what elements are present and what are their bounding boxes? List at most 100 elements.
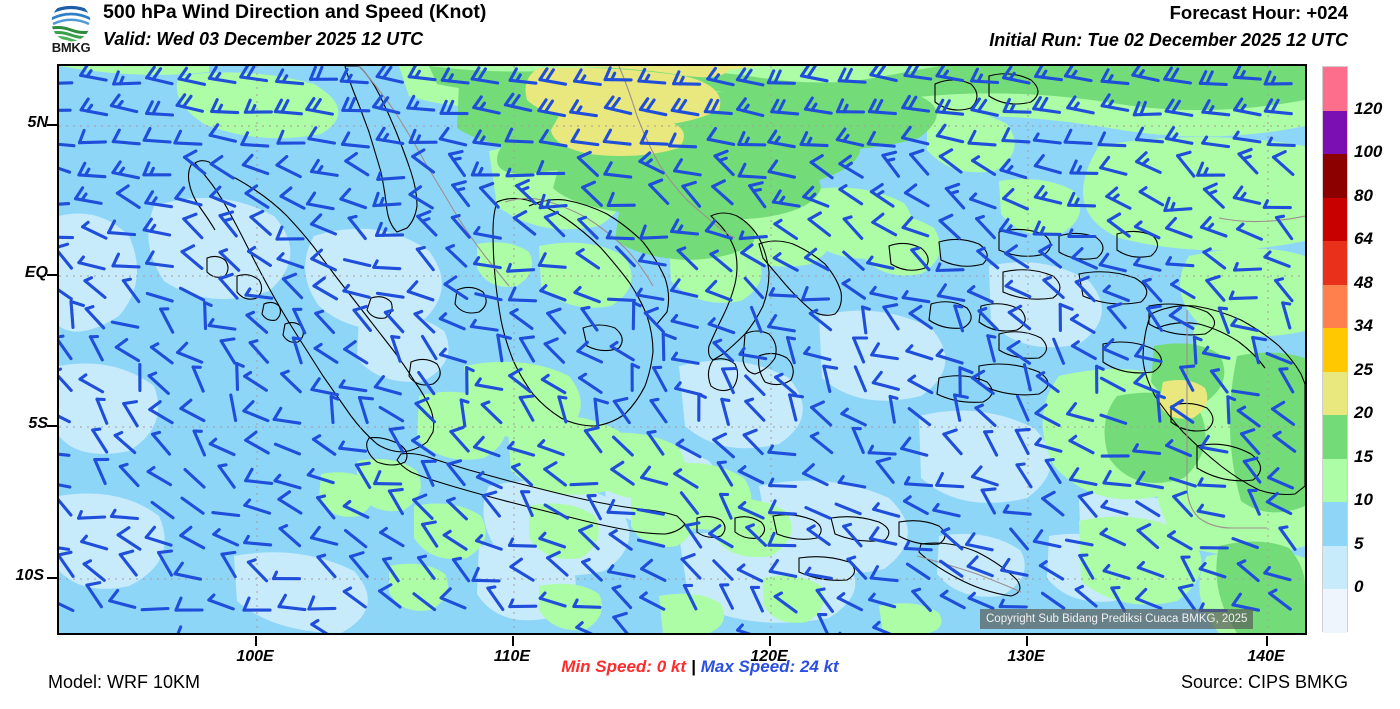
wind-barb-shaft (383, 310, 405, 334)
wind-barb-shaft (810, 405, 833, 427)
wind-barb-half (151, 430, 162, 436)
wind-barb-shaft (640, 475, 669, 486)
wind-barb-shaft (1077, 494, 1098, 518)
wind-barb-shaft (953, 304, 965, 333)
wind-barb-full (706, 126, 718, 141)
wind-barb-half (1165, 256, 1172, 266)
wind-barb-shaft (375, 74, 404, 84)
wind-barb-half (808, 308, 819, 315)
wind-barb-shaft (440, 78, 470, 85)
colorbar-cell (1323, 545, 1347, 590)
lat-label-10s: 10S (15, 567, 44, 584)
wind-barb-shaft (1176, 154, 1196, 178)
wind-barb-shaft (1267, 476, 1295, 490)
wind-barb-shaft (905, 562, 931, 580)
wind-barb-shaft (721, 367, 735, 395)
wind-barb-full (339, 187, 352, 201)
wind-barb-shaft (507, 543, 537, 548)
wind-barb-full (515, 178, 530, 188)
wind-barb-shaft (770, 110, 800, 116)
wind-barb-full (245, 66, 256, 80)
wind-barb-half (537, 439, 546, 448)
colorbar-cell (1323, 284, 1347, 329)
wind-barb-full (807, 211, 822, 221)
wind-barb-half (842, 522, 853, 528)
wind-barb-full (157, 549, 174, 555)
wind-barb-half (378, 196, 385, 207)
wind-barb-half (712, 73, 721, 83)
wind-barb-half (907, 374, 917, 382)
wind-barb-shaft (1102, 289, 1130, 303)
wind-barb-half (1102, 284, 1111, 293)
wind-barb-shaft (868, 537, 898, 546)
wind-barb-shaft (569, 110, 598, 118)
wind-barb-half (381, 227, 388, 237)
wind-barb-shaft (311, 437, 337, 456)
wind-barb-shaft (59, 235, 75, 240)
wind-barb-shaft (736, 107, 765, 118)
wind-barb-half (935, 348, 944, 357)
wind-barb-half (207, 593, 216, 602)
lon-label-130e: 130E (1007, 648, 1045, 665)
wind-barb-shaft (612, 399, 631, 425)
wind-barb-half (632, 301, 642, 308)
wind-barb-full (312, 276, 326, 288)
wind-barb-shaft (1099, 532, 1127, 547)
wind-barb-full (953, 393, 969, 399)
wind-barb-shaft (1099, 166, 1128, 176)
wind-barb-shaft (272, 417, 302, 425)
wind-barb-shaft (737, 174, 767, 180)
wind-barb-half (1009, 103, 1016, 114)
lon-label-100e: 100E (236, 648, 274, 665)
wind-barb-shaft (379, 530, 405, 548)
wind-barb-half (416, 554, 428, 560)
wind-barb-shaft (670, 319, 699, 329)
wind-barb-half (1166, 530, 1176, 538)
wind-barb-half (1100, 499, 1109, 509)
wind-barb-full (810, 400, 825, 409)
wind-barb-full (181, 94, 193, 109)
wind-barb-full (573, 68, 583, 83)
wind-barb-half (538, 531, 547, 541)
wind-barb-full (1074, 275, 1090, 284)
wind-barb-half (446, 496, 456, 503)
wind-barb-full (1014, 427, 1031, 432)
colorbar-tick-48: 48 (1354, 272, 1373, 292)
wind-barb-shaft (504, 139, 534, 144)
wind-barb-full (387, 487, 404, 493)
wind-barb-full (73, 186, 85, 201)
wind-barb-full (1102, 469, 1112, 485)
wind-barb-full (496, 333, 512, 340)
wind-barb-full (742, 68, 753, 83)
wind-barb-half (840, 407, 849, 416)
wind-barb-shaft (637, 79, 667, 85)
wind-barb-shaft (88, 335, 104, 362)
wind-barb-half (77, 255, 85, 265)
wind-barb-half (217, 463, 228, 468)
wind-barb-full (311, 98, 322, 113)
wind-barb-full (503, 92, 515, 107)
wind-barb-shaft (1006, 347, 1032, 365)
wind-barb-shaft (239, 75, 269, 83)
map-canvas[interactable]: Copyright Sub Bidang Prediksi Cuaca BMKG… (57, 64, 1307, 635)
wind-barb-half (901, 290, 909, 300)
wind-barb-full (111, 160, 122, 175)
wind-barb-half (903, 476, 911, 486)
wind-barb-full (1176, 150, 1192, 158)
wind-barb-shaft (505, 173, 535, 178)
wind-barb-full (1105, 186, 1119, 198)
wind-barb-full (307, 595, 316, 611)
wind-barb-half (382, 132, 390, 142)
wind-barb-half (939, 589, 949, 598)
wind-barb-full (543, 461, 558, 471)
wind-barb-full (145, 250, 155, 265)
wind-barb-half (450, 213, 461, 220)
wind-barb-shaft (572, 604, 602, 609)
wind-barb-half (1217, 306, 1229, 311)
speed-colorbar[interactable] (1322, 66, 1348, 633)
wind-barb-half (329, 395, 340, 401)
wind-barb-shaft (648, 183, 670, 205)
wind-barb-half (581, 557, 591, 564)
wind-barb-half (976, 246, 986, 253)
wind-barb-shaft (244, 438, 270, 455)
